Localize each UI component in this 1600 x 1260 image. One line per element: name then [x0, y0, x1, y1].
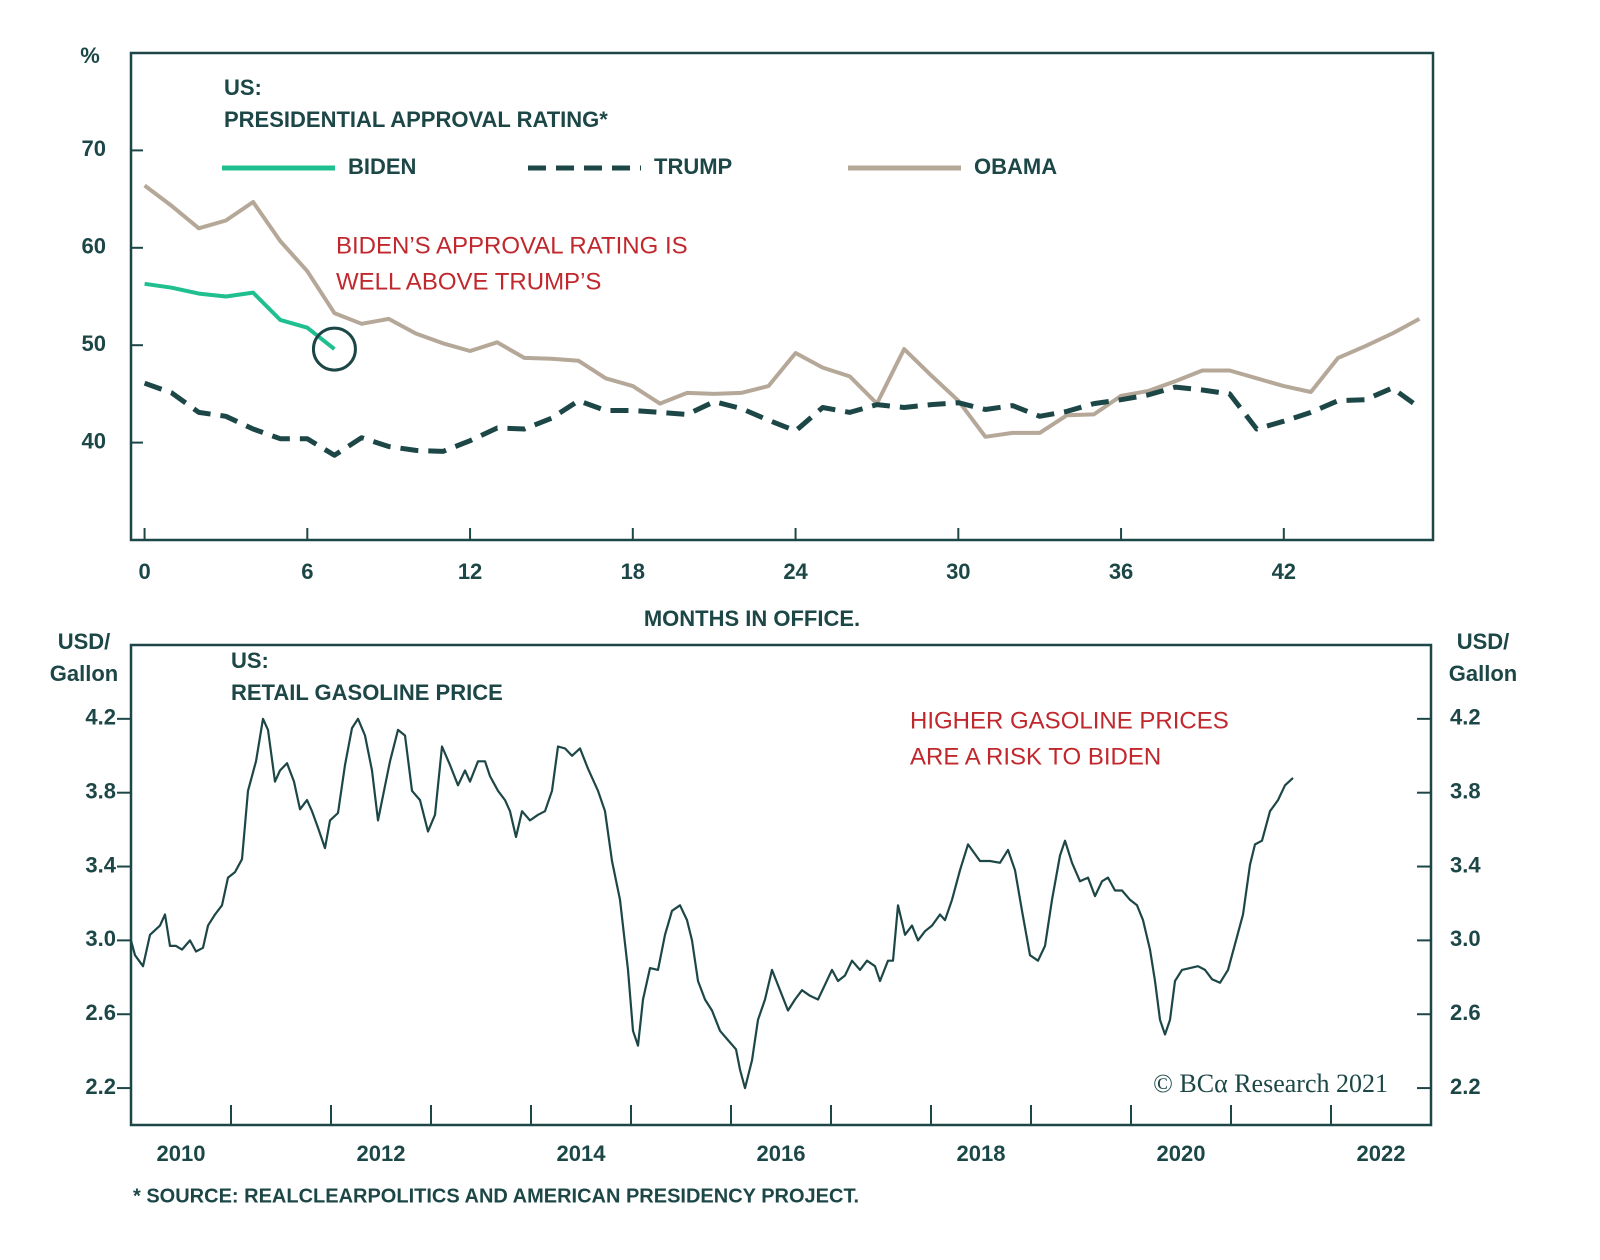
chart-title: RETAIL GASOLINE PRICE — [231, 680, 503, 705]
series-line — [129, 717, 1294, 1090]
y2-tick-label: 4.2 — [1450, 705, 1481, 730]
x-tick-label: 18 — [621, 559, 645, 584]
y-tick-label: 3.8 — [85, 779, 116, 804]
legend-label: TRUMP — [654, 154, 732, 179]
y2-tick-label: 3.8 — [1450, 779, 1481, 804]
x-tick-label: 2018 — [957, 1141, 1006, 1166]
y-tick-label: 40 — [82, 428, 106, 453]
highlight-circle — [311, 326, 357, 372]
plot-frame — [129, 51, 1435, 542]
legend-label: OBAMA — [974, 154, 1057, 179]
series-line — [143, 380, 1421, 458]
footnote: * SOURCE: REALCLEARPOLITICS AND AMERICAN… — [133, 1185, 859, 1207]
y-tick-label: 2.2 — [85, 1074, 116, 1099]
x-tick-label: 30 — [946, 559, 970, 584]
x-tick-label: 2020 — [1157, 1141, 1206, 1166]
y-tick-label: 50 — [82, 331, 106, 356]
legend-label: BIDEN — [348, 154, 416, 179]
y-tick-label: 3.4 — [85, 852, 116, 877]
x-tick-label: 2022 — [1357, 1141, 1406, 1166]
series-line — [143, 183, 1421, 439]
x-tick-label: 2010 — [157, 1141, 206, 1166]
y-tick-label: 3.0 — [85, 926, 116, 951]
annotation: ARE A RISK TO BIDEN — [910, 743, 1161, 770]
x-tick-label: 2016 — [757, 1141, 806, 1166]
x-tick-label: 2012 — [357, 1141, 406, 1166]
y-tick-label: 60 — [82, 234, 106, 259]
y-tick-label: 4.2 — [85, 705, 116, 730]
plot-frame — [129, 643, 1433, 1127]
y-tick-label: 2.6 — [85, 1000, 116, 1025]
annotation: BIDEN’S APPROVAL RATING IS — [336, 232, 688, 259]
series-line — [144, 281, 336, 351]
chart-title: PRESIDENTIAL APPROVAL RATING* — [224, 107, 608, 132]
y-tick-label: 70 — [82, 136, 106, 161]
y2-axis-label: Gallon — [1449, 661, 1517, 686]
credit: © BCα Research 2021 — [1153, 1069, 1388, 1098]
annotation: HIGHER GASOLINE PRICES — [910, 707, 1229, 734]
y2-tick-label: 2.6 — [1450, 1000, 1481, 1025]
x-tick-label: 0 — [138, 559, 150, 584]
x-axis-label: MONTHS IN OFFICE. — [644, 606, 860, 631]
x-tick-label: 2014 — [557, 1141, 607, 1166]
x-tick-label: 24 — [783, 559, 808, 584]
x-tick-label: 6 — [301, 559, 313, 584]
y-axis-label: Gallon — [50, 661, 118, 686]
y2-axis-label: USD/ — [1457, 629, 1510, 654]
y-axis-label: USD/ — [58, 629, 111, 654]
x-tick-label: 42 — [1272, 559, 1296, 584]
x-tick-label: 12 — [458, 559, 482, 584]
y-axis-label: % — [80, 43, 100, 68]
x-tick-label: 36 — [1109, 559, 1133, 584]
annotation: WELL ABOVE TRUMP’S — [336, 268, 601, 295]
chart-title: US: — [224, 75, 262, 100]
y2-tick-label: 2.2 — [1450, 1074, 1481, 1099]
chart-title: US: — [231, 648, 269, 673]
y2-tick-label: 3.0 — [1450, 926, 1481, 951]
y2-tick-label: 3.4 — [1450, 852, 1481, 877]
